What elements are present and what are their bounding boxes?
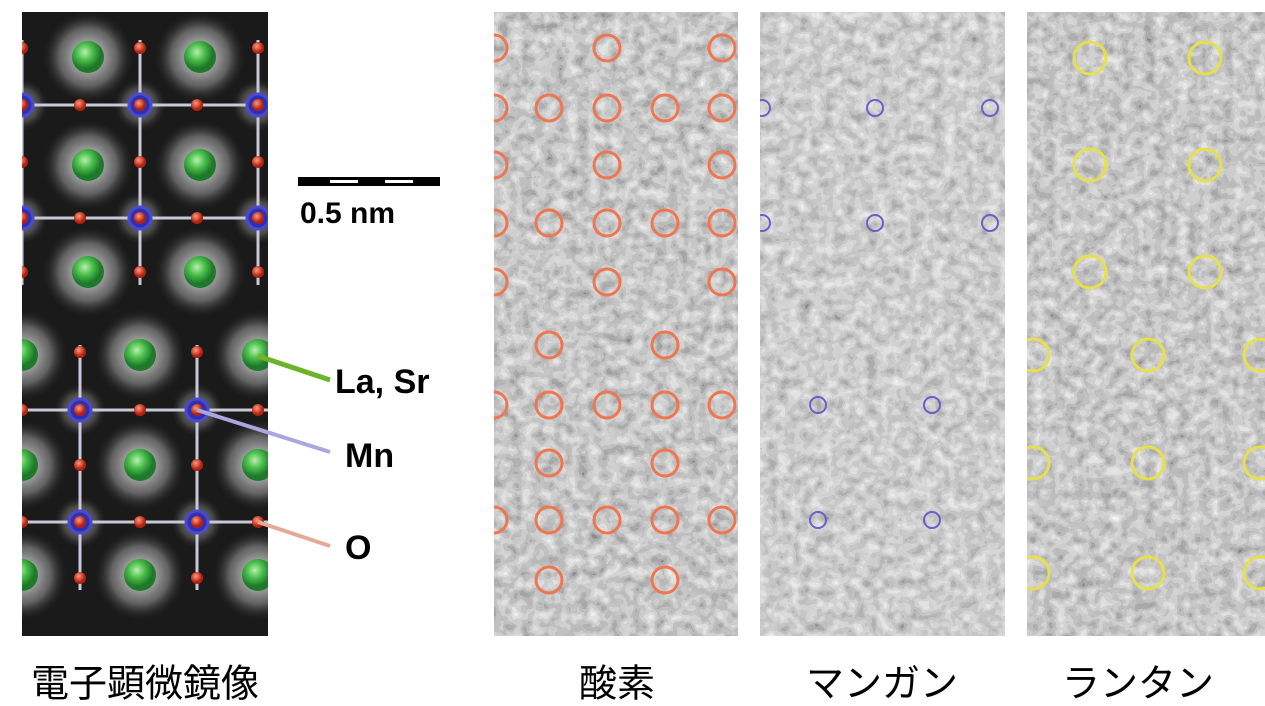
mn-label: Mn — [345, 437, 394, 475]
o-atom — [134, 212, 146, 224]
o-atom — [16, 156, 28, 168]
la-sr-atom — [124, 559, 156, 591]
o-atom — [252, 404, 264, 416]
o-atom — [134, 156, 146, 168]
o-atom — [16, 99, 28, 111]
o-atom — [191, 212, 203, 224]
page: 0.5 nm La, Sr Mn O 電子顕微鏡像 酸素 マンガン ランタン (… — [0, 0, 1265, 706]
o-atom — [252, 156, 264, 168]
o-atom — [252, 266, 264, 278]
caption: 酸素 — [579, 662, 655, 706]
la-sr-label: La, Sr — [335, 363, 429, 401]
o-atom — [134, 516, 146, 528]
o-atom — [134, 99, 146, 111]
scale-bar-bar — [298, 177, 440, 186]
la-sr-atom — [6, 339, 38, 371]
o-atom — [252, 212, 264, 224]
o-atom — [134, 42, 146, 54]
la-sr-atom — [242, 339, 274, 371]
o-atom — [74, 516, 86, 528]
la-sr-atom — [184, 149, 216, 181]
la-sr-atom — [72, 256, 104, 288]
caption: ランタン — [1062, 662, 1214, 706]
scale-bar: 0.5 nm — [298, 177, 440, 230]
la-sr-atom — [72, 149, 104, 181]
o-atom — [16, 212, 28, 224]
o-atom — [134, 266, 146, 278]
o-atom — [16, 266, 28, 278]
oxygen-map — [494, 12, 738, 636]
la-sr-atom — [124, 449, 156, 481]
o-atom — [74, 212, 86, 224]
o-atom — [191, 459, 203, 471]
la-sr-atom — [184, 256, 216, 288]
scale-bar-label: 0.5 nm — [300, 197, 395, 230]
o-atom — [74, 572, 86, 584]
la-sr-atom — [72, 41, 104, 73]
la-sr-atom — [6, 449, 38, 481]
la-sr-atom — [124, 339, 156, 371]
o-atom — [74, 459, 86, 471]
la-sr-atom — [242, 449, 274, 481]
la-sr-pointer — [258, 356, 330, 380]
la-sr-atom — [184, 41, 216, 73]
o-atom — [252, 42, 264, 54]
o-atom — [191, 99, 203, 111]
la-sr-atom — [6, 559, 38, 591]
o-pointer — [258, 522, 330, 546]
o-atom — [191, 346, 203, 358]
o-atom — [191, 516, 203, 528]
scale-bar-tick — [330, 180, 358, 183]
o-atom — [191, 572, 203, 584]
caption: 電子顕微鏡像 — [31, 662, 259, 706]
la-sr-atom — [242, 559, 274, 591]
o-atom — [16, 42, 28, 54]
o-atom — [16, 516, 28, 528]
o-atom — [74, 404, 86, 416]
lanthanum-map — [1027, 12, 1265, 636]
o-atom — [252, 99, 264, 111]
o-atom — [16, 404, 28, 416]
o-label: O — [345, 529, 371, 567]
scale-bar-tick — [385, 180, 413, 183]
caption: マンガン — [806, 662, 958, 706]
o-atom — [74, 346, 86, 358]
figure: 0.5 nm La, Sr Mn O 電子顕微鏡像 酸素 マンガン ランタン — [0, 0, 1265, 706]
o-atom — [74, 99, 86, 111]
o-atom — [134, 404, 146, 416]
